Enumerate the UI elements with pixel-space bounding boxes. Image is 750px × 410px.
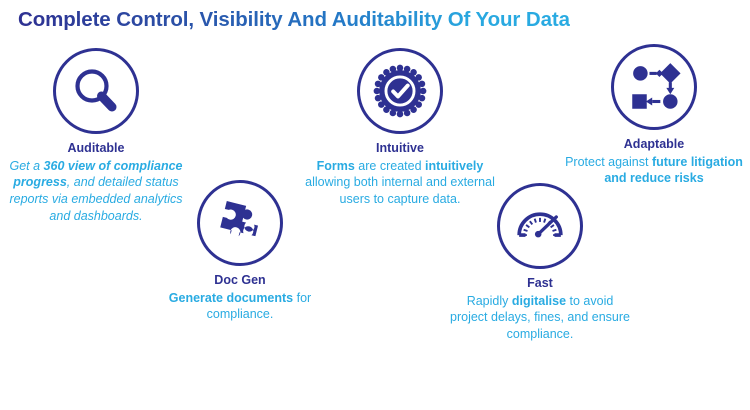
- speedometer-icon-circle: [497, 183, 583, 269]
- feature-intuitive: Intuitive Forms are created intuitively …: [300, 48, 500, 208]
- page-title: Complete Control, Visibility And Auditab…: [18, 8, 570, 31]
- feature-desc-fast: Rapidly digitalise to avoid project dela…: [450, 293, 630, 341]
- rosette-check-icon: [371, 62, 429, 120]
- feature-title-auditable: Auditable: [67, 141, 125, 155]
- feature-desc-intuitive: Forms are created intuitively allowing b…: [305, 158, 495, 206]
- feature-title-adaptable: Adaptable: [623, 137, 685, 151]
- puzzle-piece-icon: [211, 194, 269, 252]
- feature-title-intuitive: Intuitive: [376, 141, 424, 155]
- feature-desc-auditable: Get a 360 view of compliance progress, a…: [9, 158, 183, 223]
- magnifier-icon: [68, 63, 124, 119]
- feature-title-docgen: Doc Gen: [214, 273, 266, 287]
- feature-auditable: Auditable Get a 360 view of compliance p…: [0, 48, 196, 224]
- magnifier-icon-circle: [53, 48, 139, 134]
- feature-desc-docgen: Generate documents for compliance.: [168, 290, 312, 322]
- feature-desc-adaptable: Protect against future litigation and re…: [565, 154, 743, 186]
- feature-fast: Fast Rapidly digitalise to avoid project…: [440, 183, 640, 343]
- feature-adaptable: Adaptable Protect against future litigat…: [557, 44, 750, 187]
- rosette-check-icon-circle: [357, 48, 443, 134]
- speedometer-icon: [511, 197, 569, 255]
- feature-docgen: Doc Gen Generate documents for complianc…: [140, 180, 340, 323]
- puzzle-piece-icon-circle: [197, 180, 283, 266]
- workflow-diagram-icon: [625, 58, 683, 116]
- feature-title-fast: Fast: [527, 276, 553, 290]
- workflow-diagram-icon-circle: [611, 44, 697, 130]
